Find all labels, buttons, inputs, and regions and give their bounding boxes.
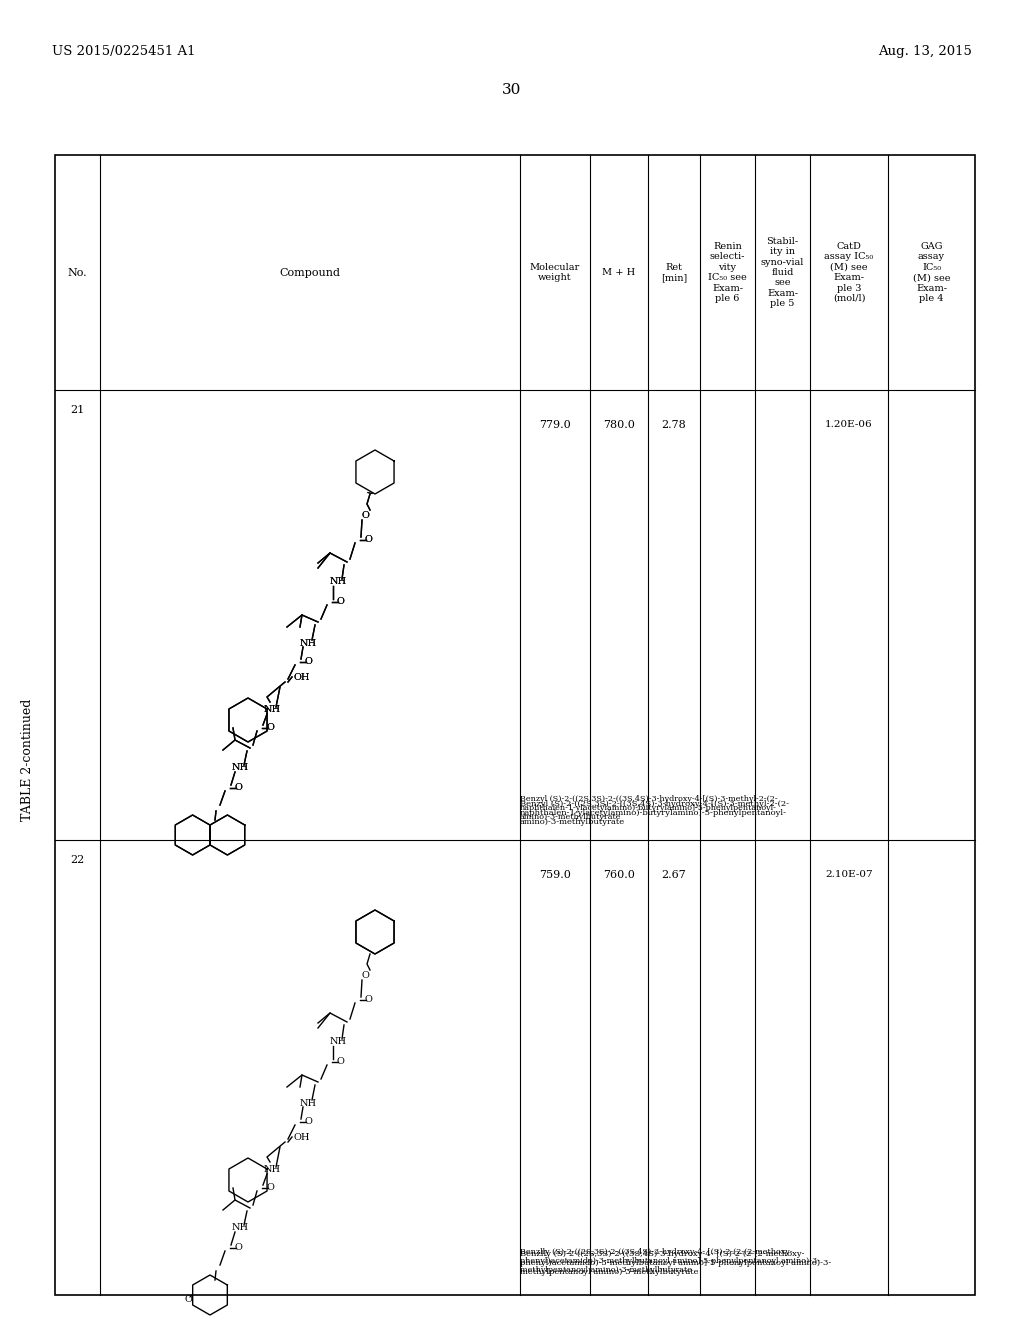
Text: No.: No.	[68, 268, 87, 277]
Text: O: O	[336, 1057, 344, 1067]
Text: NH: NH	[263, 705, 281, 714]
Text: 1.20E-06: 1.20E-06	[825, 420, 872, 429]
Text: Molecular
weight: Molecular weight	[529, 263, 581, 282]
Text: O: O	[234, 1243, 242, 1253]
Text: NH: NH	[299, 1098, 316, 1107]
Text: 21: 21	[71, 405, 85, 414]
Text: 760.0: 760.0	[603, 870, 635, 880]
Text: GAG
assay
IC₅₀
(M) see
Exam-
ple 4: GAG assay IC₅₀ (M) see Exam- ple 4	[912, 242, 950, 304]
Text: NH: NH	[231, 763, 249, 772]
Text: Stabil-
ity in
syno-vial
fluid
see
Exam-
ple 5: Stabil- ity in syno-vial fluid see Exam-…	[761, 236, 804, 308]
Text: O: O	[304, 657, 312, 667]
Text: O: O	[234, 784, 242, 792]
Text: CatD
assay IC₅₀
(M) see
Exam-
ple 3
(mol/l): CatD assay IC₅₀ (M) see Exam- ple 3 (mol…	[824, 242, 873, 304]
Text: OH: OH	[293, 1133, 309, 1142]
Text: NH: NH	[231, 1224, 249, 1233]
Text: NH: NH	[330, 1038, 346, 1047]
Text: US 2015/0225451 A1: US 2015/0225451 A1	[52, 45, 196, 58]
Text: 759.0: 759.0	[539, 870, 571, 880]
Text: O: O	[304, 1118, 312, 1126]
Text: O: O	[365, 536, 372, 544]
Text: Compound: Compound	[280, 268, 341, 277]
Text: NH: NH	[263, 1166, 281, 1175]
Text: O: O	[365, 536, 372, 544]
Text: 780.0: 780.0	[603, 420, 635, 430]
Text: Benzlly (S)-2-((2S,3S)-2-((3S,4S)-3-hydroxy-4- [(S)-2-(2-(2-methoxy-
phenyl)acet: Benzlly (S)-2-((2S,3S)-2-((3S,4S)-3-hydr…	[520, 1250, 831, 1276]
Text: O: O	[336, 598, 344, 606]
Text: 2.10E-07: 2.10E-07	[825, 870, 872, 879]
Text: Benzlly (S)-2-((2S,3S)-2-((3S,4S)-3-hydroxy-4- [(S)-2-(2-(2-methoxy-
phenyl)acet: Benzlly (S)-2-((2S,3S)-2-((3S,4S)-3-hydr…	[520, 1247, 820, 1274]
Text: 779.0: 779.0	[539, 420, 570, 430]
Text: NH: NH	[299, 639, 316, 648]
Text: Renin
selecti-
vity
IC₅₀ see
Exam-
ple 6: Renin selecti- vity IC₅₀ see Exam- ple 6	[709, 242, 746, 304]
Text: 30: 30	[503, 83, 521, 96]
Bar	[55, 154, 975, 1295]
Text: O: O	[266, 723, 274, 733]
Text: O: O	[266, 723, 274, 733]
Text: O: O	[234, 784, 242, 792]
Text: TABLE 2-continued: TABLE 2-continued	[22, 698, 35, 821]
Text: O: O	[336, 598, 344, 606]
Text: O: O	[266, 1184, 274, 1192]
Text: NH: NH	[231, 763, 249, 772]
Text: O: O	[184, 1295, 191, 1304]
Text: OH: OH	[293, 672, 309, 681]
Text: M + H: M + H	[602, 268, 636, 277]
Text: Ret
[min]: Ret [min]	[660, 263, 687, 282]
Text: O: O	[365, 995, 372, 1005]
Text: 2.78: 2.78	[662, 420, 686, 430]
Text: Benzyl (S)-2-((2S,3S)-2-((3S,4S)-3-hydroxy-4-[(S)-3-methyl-2-(2-
naphthalen-1-yl: Benzyl (S)-2-((2S,3S)-2-((3S,4S)-3-hydro…	[520, 800, 790, 826]
Text: OH: OH	[293, 672, 309, 681]
Text: 2.67: 2.67	[662, 870, 686, 880]
Text: NH: NH	[263, 705, 281, 714]
Text: 22: 22	[71, 855, 85, 865]
Text: O: O	[361, 511, 369, 520]
Text: NH: NH	[330, 578, 346, 586]
Text: Benzyl (S)-2-((2S,3S)-2-((3S,4S)-3-hydroxy-4-[(S)-3-methyl-2-(2-
naphthalen-1-yl: Benzyl (S)-2-((2S,3S)-2-((3S,4S)-3-hydro…	[520, 795, 777, 821]
Text: NH: NH	[330, 578, 346, 586]
Text: O: O	[361, 511, 369, 520]
Text: O: O	[361, 970, 369, 979]
Text: NH: NH	[299, 639, 316, 648]
Text: Aug. 13, 2015: Aug. 13, 2015	[879, 45, 972, 58]
Text: O: O	[304, 657, 312, 667]
